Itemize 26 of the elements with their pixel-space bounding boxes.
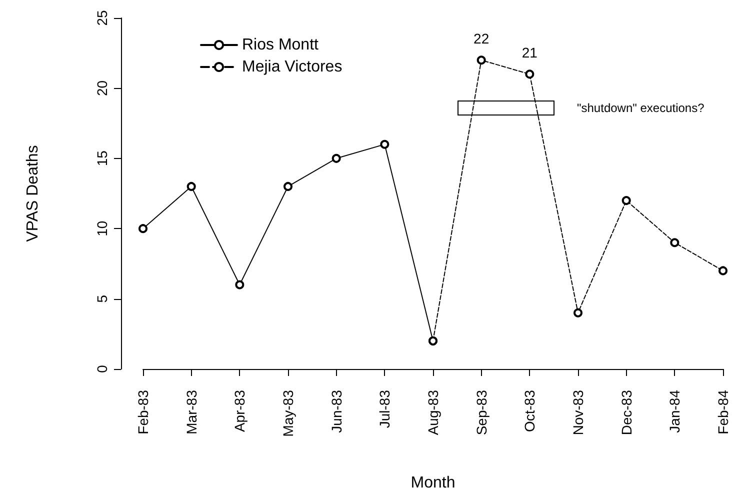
x-tick-label: Mar-83 — [183, 390, 200, 434]
x-tick-label: Feb-84 — [715, 390, 731, 434]
y-tick-label: 15 — [94, 150, 110, 166]
y-tick-label: 10 — [94, 220, 110, 236]
x-tick-label: May-83 — [280, 390, 296, 437]
y-tick-label: 5 — [94, 294, 110, 303]
data-label: 22 — [474, 30, 490, 47]
x-tick-label: Jul-83 — [376, 390, 393, 428]
legend-label: Mejia Victores — [242, 58, 342, 76]
legend-label: Rios Montt — [242, 36, 320, 54]
x-tick-label: Jan-84 — [666, 390, 683, 433]
y-tick-label: 20 — [94, 80, 110, 96]
x-tick-label: Nov-83 — [570, 390, 586, 436]
x-tick-label: Sep-83 — [473, 390, 490, 436]
x-tick-label: Dec-83 — [618, 390, 634, 436]
x-tick-label: Apr-83 — [232, 390, 248, 432]
x-axis-title: Month — [410, 474, 456, 492]
x-tick-label: Jun-83 — [328, 390, 344, 433]
x-tick-label: Feb-83 — [135, 390, 151, 434]
annotation: "shutdown" executions? — [577, 101, 705, 115]
data-label: 21 — [522, 44, 538, 61]
y-tick-label: 0 — [94, 364, 110, 373]
x-tick-label: Oct-83 — [522, 390, 538, 432]
x-tick-label: Aug-83 — [425, 390, 441, 436]
y-tick-label: 25 — [94, 10, 110, 26]
y-axis-title: VPAS Deaths — [24, 145, 42, 242]
